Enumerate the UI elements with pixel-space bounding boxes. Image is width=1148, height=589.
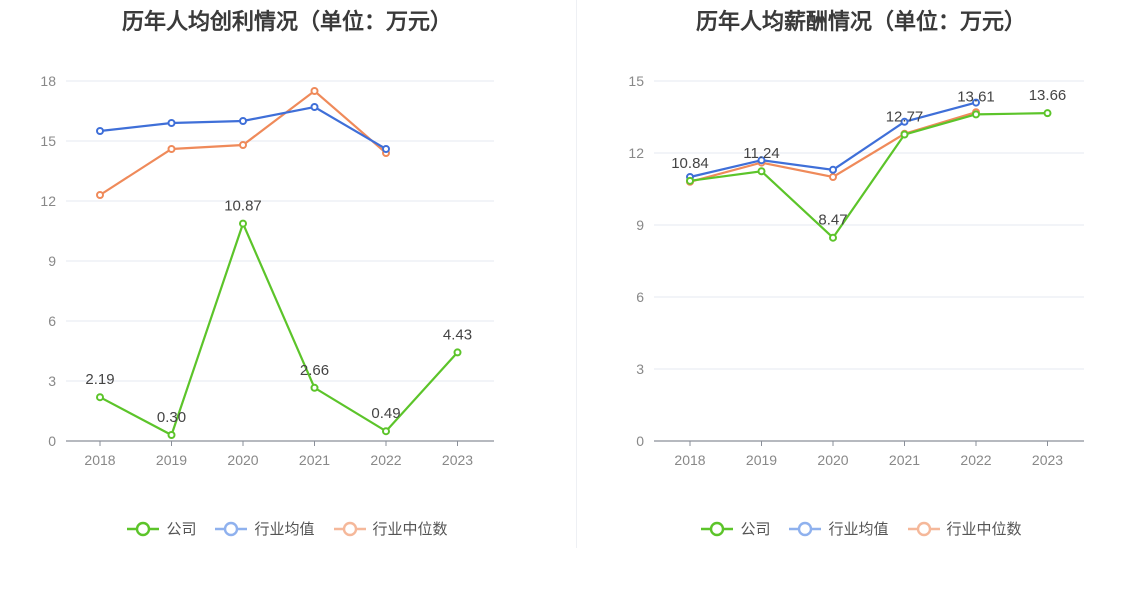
- legend-marker-icon: [127, 521, 160, 536]
- x-tick-label: 2018: [84, 452, 115, 468]
- legend-label: 行业均值: [828, 521, 889, 538]
- data-point: [310, 87, 319, 95]
- y-tick-label: 12: [40, 193, 56, 209]
- chart-legend: 公司 行业均值 行业中位数: [574, 518, 1148, 539]
- legend-label: 公司: [740, 521, 771, 538]
- y-tick-label: 0: [48, 433, 56, 449]
- x-tick-label: 2020: [227, 452, 258, 468]
- x-tick-label: 2022: [960, 452, 991, 468]
- legend-marker-icon: [789, 521, 822, 536]
- y-tick-label: 15: [40, 133, 56, 149]
- y-tick-label: 12: [628, 145, 644, 161]
- profit-chart-plot: 0 3 6 9 12 15 18 2018 2019 2020 2021 2022 2023 2.19 0.…: [40, 73, 494, 468]
- y-tick-label: 3: [636, 361, 644, 377]
- data-point: [96, 393, 104, 402]
- legend-item[interactable]: 行业均值: [788, 518, 889, 539]
- series-line: [99, 220, 459, 437]
- data-point: [239, 219, 247, 228]
- data-point: [239, 141, 247, 149]
- data-label: 0.30: [157, 409, 186, 426]
- data-point: [382, 145, 390, 153]
- x-tick-label: 2020: [817, 452, 848, 468]
- data-label: 10.84: [671, 155, 709, 172]
- x-tick-label: 2019: [156, 452, 187, 468]
- x-tick-label: 2021: [889, 452, 920, 468]
- legend-item[interactable]: 行业均值: [214, 518, 315, 539]
- panel-divider: [576, 0, 577, 548]
- legend-label: 公司: [166, 521, 197, 538]
- data-label: 8.47: [818, 212, 847, 229]
- legend-item[interactable]: 公司: [700, 518, 770, 539]
- data-label: 13.66: [1029, 87, 1067, 104]
- data-label: 13.61: [957, 88, 995, 105]
- x-tick-label: 2019: [746, 452, 777, 468]
- y-tick-label: 0: [636, 433, 644, 449]
- data-point: [310, 103, 319, 111]
- y-tick-label: 3: [48, 373, 56, 389]
- legend-label: 行业中位数: [946, 521, 1022, 538]
- data-label: 0.49: [371, 405, 400, 422]
- data-point: [382, 427, 390, 436]
- data-point: [829, 165, 837, 174]
- data-point: [900, 130, 909, 139]
- y-tick-label: 6: [636, 289, 644, 305]
- legend-label: 行业中位数: [372, 521, 448, 538]
- data-point: [239, 117, 247, 125]
- legend-marker-icon: [701, 521, 734, 536]
- data-point: [1043, 109, 1052, 118]
- legend-marker-icon: [215, 521, 248, 536]
- legend-item[interactable]: 行业中位数: [333, 518, 448, 539]
- chart-panel-salary: 历年人均薪酬情况（单位：万元） 0 3 6 9 12 15 2018 2019 2020 2021…: [574, 0, 1148, 589]
- x-tick-label: 2021: [299, 452, 330, 468]
- legend-marker-icon: [333, 521, 366, 536]
- y-tick-label: 15: [628, 73, 644, 89]
- data-point: [972, 110, 980, 119]
- x-tick-label: 2023: [1032, 452, 1063, 468]
- legend-marker-icon: [907, 521, 940, 536]
- data-label: 2.19: [85, 371, 114, 388]
- legend-item[interactable]: 行业中位数: [907, 518, 1022, 539]
- data-label: 2.66: [300, 362, 329, 379]
- data-point: [686, 176, 694, 185]
- data-label: 12.77: [886, 109, 924, 126]
- data-point: [757, 167, 766, 176]
- legend-item[interactable]: 公司: [126, 518, 196, 539]
- chart-title: 历年人均创利情况（单位：万元）: [121, 9, 452, 34]
- y-tick-label: 6: [48, 313, 56, 329]
- data-point: [167, 119, 176, 127]
- data-point: [900, 117, 909, 126]
- chart-title: 历年人均薪酬情况（单位：万元）: [695, 9, 1026, 34]
- data-point: [310, 383, 319, 392]
- data-point: [96, 191, 104, 199]
- data-point: [829, 233, 837, 242]
- legend-label: 行业均值: [254, 521, 315, 538]
- chart-panel-profit: 历年人均创利情况（单位：万元） 0 3 6 9 12 15 18 2018 2019 2020 20…: [0, 9, 574, 539]
- x-tick-label: 2023: [442, 452, 473, 468]
- y-tick-label: 9: [636, 217, 644, 233]
- data-point: [972, 98, 980, 107]
- data-point: [96, 127, 104, 135]
- y-tick-label: 9: [48, 253, 56, 269]
- data-label: 4.43: [443, 326, 472, 343]
- series-line: [689, 112, 1048, 240]
- x-tick-label: 2018: [674, 452, 705, 468]
- salary-chart-plot: 0 3 6 9 12 15 2018 2019 2020 2021 2022 2023 10.84 11.…: [628, 73, 1084, 468]
- data-point: [167, 145, 176, 153]
- data-label: 10.87: [224, 198, 262, 215]
- data-point: [757, 156, 766, 165]
- y-tick-label: 18: [40, 73, 56, 89]
- data-label: 11.24: [743, 145, 779, 162]
- data-point: [453, 348, 462, 357]
- chart-legend: 公司 行业均值 行业中位数: [0, 518, 574, 539]
- data-point: [167, 431, 176, 439]
- x-tick-label: 2022: [370, 452, 401, 468]
- data-point: [829, 173, 837, 181]
